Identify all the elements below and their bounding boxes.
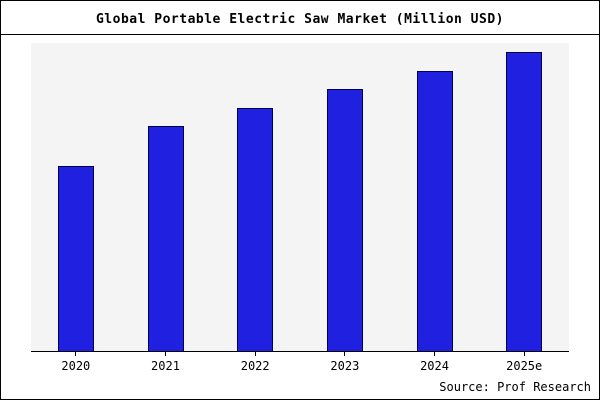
x-axis-labels: 2020 2021 2022 2023 2024 2025e [31,352,569,373]
x-tick-2023: 2023 [300,352,390,373]
bar-2021 [147,126,184,351]
bar-slot [479,43,569,351]
x-tick-label: 2025e [506,359,543,373]
axis-tick [523,352,525,356]
bar-2022 [237,107,274,351]
bar-slot [31,43,121,351]
axis-tick [165,352,166,356]
bar-2020 [57,166,94,351]
bar-slot [210,43,300,351]
axis-tick [344,352,346,356]
x-tick-label: 2021 [151,359,180,373]
bar-slot [121,43,211,351]
plot-area [31,43,569,352]
axis-tick [75,352,77,356]
bar-2025e [506,52,543,351]
x-tick-2024: 2024 [390,352,480,373]
x-tick-label: 2024 [420,359,449,373]
axis-tick [434,352,436,356]
x-tick-2022: 2022 [210,352,300,373]
bar-2023 [326,89,363,351]
x-tick-label: 2022 [240,359,270,373]
bar-slot [390,43,480,351]
chart-title: Global Portable Electric Saw Market (Mil… [95,12,504,27]
axis-tick [254,352,256,356]
x-tick-2021: 2021 [121,352,211,373]
title-bar: Global Portable Electric Saw Market (Mil… [1,1,599,35]
source-text: Source: Prof Research [439,380,591,394]
bar-slot [300,43,390,351]
x-tick-2025e: 2025e [479,352,569,373]
x-tick-label: 2023 [330,359,360,373]
x-tick-2020: 2020 [31,352,121,373]
x-tick-label: 2020 [61,359,91,373]
bar-2024 [416,70,453,351]
